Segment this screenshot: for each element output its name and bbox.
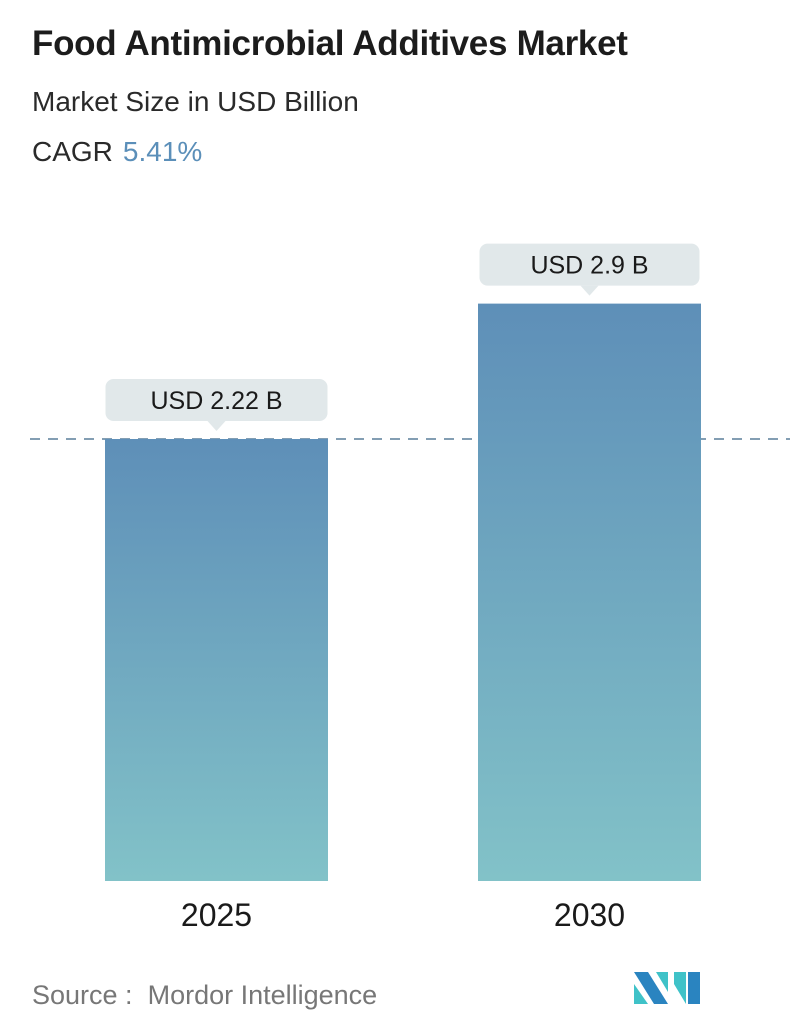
data-label: USD 2.9 B bbox=[530, 252, 648, 280]
cagr: CAGR 5.41% bbox=[32, 136, 202, 168]
data-label-pointer bbox=[207, 421, 226, 431]
x-tick-label: 2030 bbox=[554, 897, 625, 933]
bar-2025 bbox=[105, 439, 328, 881]
cagr-label: CAGR bbox=[32, 136, 113, 167]
source-label: Source : bbox=[32, 980, 133, 1010]
data-label-bubble bbox=[105, 379, 328, 421]
source-value: Mordor Intelligence bbox=[147, 980, 378, 1010]
chart-title: Food Antimicrobial Additives Market bbox=[32, 24, 628, 63]
data-label-pointer bbox=[580, 285, 599, 296]
chart-subtitle: Market Size in USD Billion bbox=[32, 86, 359, 117]
data-label-bubble bbox=[479, 243, 700, 286]
mordor-logo bbox=[634, 972, 700, 1004]
bar-2030 bbox=[478, 303, 701, 881]
x-tick-label: 2025 bbox=[181, 897, 252, 933]
cagr-value: 5.41% bbox=[122, 136, 203, 167]
data-label: USD 2.22 B bbox=[150, 387, 282, 415]
source: Source : Mordor Intelligence bbox=[32, 980, 377, 1011]
